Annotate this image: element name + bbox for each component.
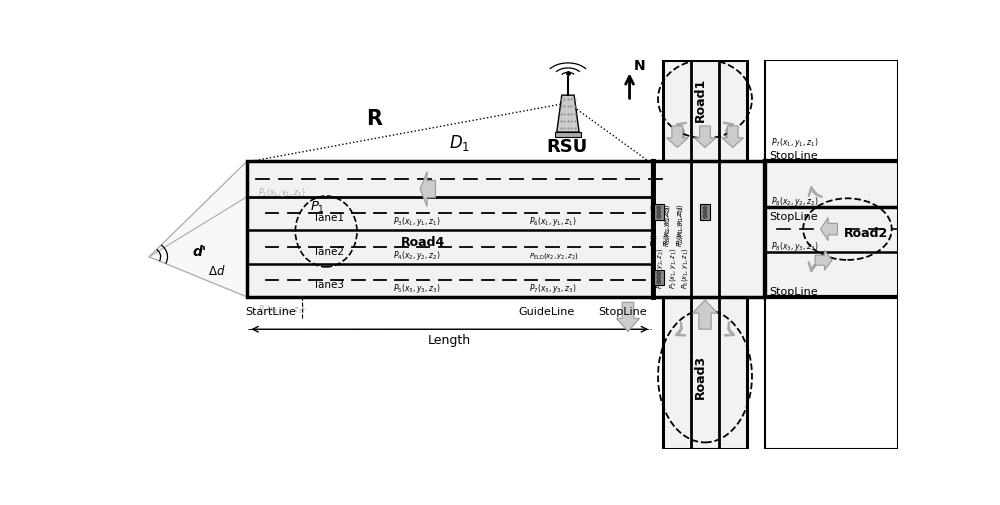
Polygon shape bbox=[693, 300, 717, 330]
Circle shape bbox=[703, 211, 707, 215]
Text: $P_3(x_1,y_1,z_1)$: $P_3(x_1,y_1,z_1)$ bbox=[393, 215, 440, 228]
Text: StopLine: StopLine bbox=[770, 286, 818, 296]
Text: $D_1$: $D_1$ bbox=[449, 133, 471, 153]
Text: Road2: Road2 bbox=[844, 226, 888, 239]
Text: $P_5(x_3,y_3,z_3)$: $P_5(x_3,y_3,z_3)$ bbox=[393, 282, 440, 294]
Text: $P_2(x_1,y_1,z_1)$: $P_2(x_1,y_1,z_1)$ bbox=[675, 204, 685, 245]
Circle shape bbox=[703, 207, 707, 211]
Polygon shape bbox=[815, 250, 832, 271]
Polygon shape bbox=[616, 302, 640, 332]
Text: $P_2(x_1,y_1,z_1)$: $P_2(x_1,y_1,z_1)$ bbox=[675, 205, 685, 246]
Circle shape bbox=[657, 280, 661, 284]
Circle shape bbox=[657, 215, 661, 219]
Text: $\Delta d$: $\Delta d$ bbox=[208, 263, 226, 277]
Text: $P_2(x_1,y_1,z_1)$: $P_2(x_1,y_1,z_1)$ bbox=[258, 185, 306, 198]
Text: StopLine: StopLine bbox=[770, 212, 818, 221]
Bar bbox=[654, 270, 664, 286]
Text: $P_6(x_1,y_1,z_1)$: $P_6(x_1,y_1,z_1)$ bbox=[649, 204, 659, 245]
Text: GuideLine: GuideLine bbox=[519, 306, 575, 316]
Polygon shape bbox=[149, 162, 247, 297]
Text: lane1: lane1 bbox=[315, 213, 344, 223]
Text: $P_6(x_1,y_1,z_1)$: $P_6(x_1,y_1,z_1)$ bbox=[680, 247, 690, 288]
Polygon shape bbox=[722, 127, 744, 148]
Bar bbox=[765, 61, 898, 162]
Text: StopLine: StopLine bbox=[599, 306, 647, 316]
Text: Road4: Road4 bbox=[401, 236, 445, 248]
Text: RSU: RSU bbox=[546, 138, 588, 156]
Polygon shape bbox=[694, 127, 716, 148]
Text: $P_8(x_2,y_2,z_2)$: $P_8(x_2,y_2,z_2)$ bbox=[662, 205, 672, 246]
Bar bbox=[663, 297, 747, 449]
Circle shape bbox=[657, 207, 661, 211]
Bar bbox=[653, 162, 765, 297]
Text: $P_8(x_2,y_2,z_2)$: $P_8(x_2,y_2,z_2)$ bbox=[771, 194, 819, 207]
Text: $P_9(x_2,y_2,z_2)$: $P_9(x_2,y_2,z_2)$ bbox=[655, 247, 665, 288]
Text: Road3: Road3 bbox=[694, 355, 707, 398]
Text: Road1: Road1 bbox=[694, 78, 707, 122]
Text: R: R bbox=[366, 109, 382, 129]
Text: $P_2(x_1,y_1,z_1)$: $P_2(x_1,y_1,z_1)$ bbox=[668, 247, 678, 288]
Circle shape bbox=[657, 272, 661, 276]
Polygon shape bbox=[821, 218, 837, 241]
Text: $P_{\mathrm{ELD}}(x_2,y_2,z_2)$: $P_{\mathrm{ELD}}(x_2,y_2,z_2)$ bbox=[529, 251, 579, 261]
Text: $P_2(x_3,y_3,z_3)$: $P_2(x_3,y_3,z_3)$ bbox=[258, 302, 306, 315]
Bar bbox=[700, 205, 710, 221]
Text: $P_7(x_3,y_3,z_3)$: $P_7(x_3,y_3,z_3)$ bbox=[529, 282, 577, 294]
Text: $P_6(x_1,y_1,z_1)$: $P_6(x_1,y_1,z_1)$ bbox=[529, 215, 577, 228]
Text: $P_4(x_2,y_2,z_2)$: $P_4(x_2,y_2,z_2)$ bbox=[393, 248, 440, 261]
Text: lane3: lane3 bbox=[315, 279, 344, 289]
Text: d': d' bbox=[193, 245, 207, 259]
Circle shape bbox=[657, 211, 661, 215]
Text: $P_8(x_2,y_2,z_2)$: $P_8(x_2,y_2,z_2)$ bbox=[662, 204, 672, 245]
Bar bbox=[663, 61, 747, 162]
Circle shape bbox=[703, 215, 707, 219]
Text: StopLine: StopLine bbox=[770, 151, 818, 161]
Polygon shape bbox=[667, 127, 688, 148]
Text: StartLine: StartLine bbox=[245, 306, 296, 316]
Polygon shape bbox=[420, 172, 436, 207]
Bar bbox=[765, 297, 898, 449]
Text: $P_6(x_1,y_1,z_1)$: $P_6(x_1,y_1,z_1)$ bbox=[649, 205, 659, 246]
Text: N: N bbox=[634, 59, 646, 73]
Bar bbox=[654, 205, 664, 221]
Text: $P_8(x_3,y_3,z_3)$: $P_8(x_3,y_3,z_3)$ bbox=[771, 239, 819, 252]
Bar bbox=[247, 162, 653, 297]
Bar bbox=[765, 162, 898, 297]
Text: Length: Length bbox=[428, 333, 471, 346]
Polygon shape bbox=[557, 96, 579, 133]
Text: lane2: lane2 bbox=[315, 246, 344, 256]
Bar bbox=[555, 133, 581, 138]
Text: $P_1$: $P_1$ bbox=[310, 199, 325, 215]
Text: $P_7(x_1,y_1,z_1)$: $P_7(x_1,y_1,z_1)$ bbox=[771, 136, 819, 149]
Circle shape bbox=[657, 276, 661, 280]
